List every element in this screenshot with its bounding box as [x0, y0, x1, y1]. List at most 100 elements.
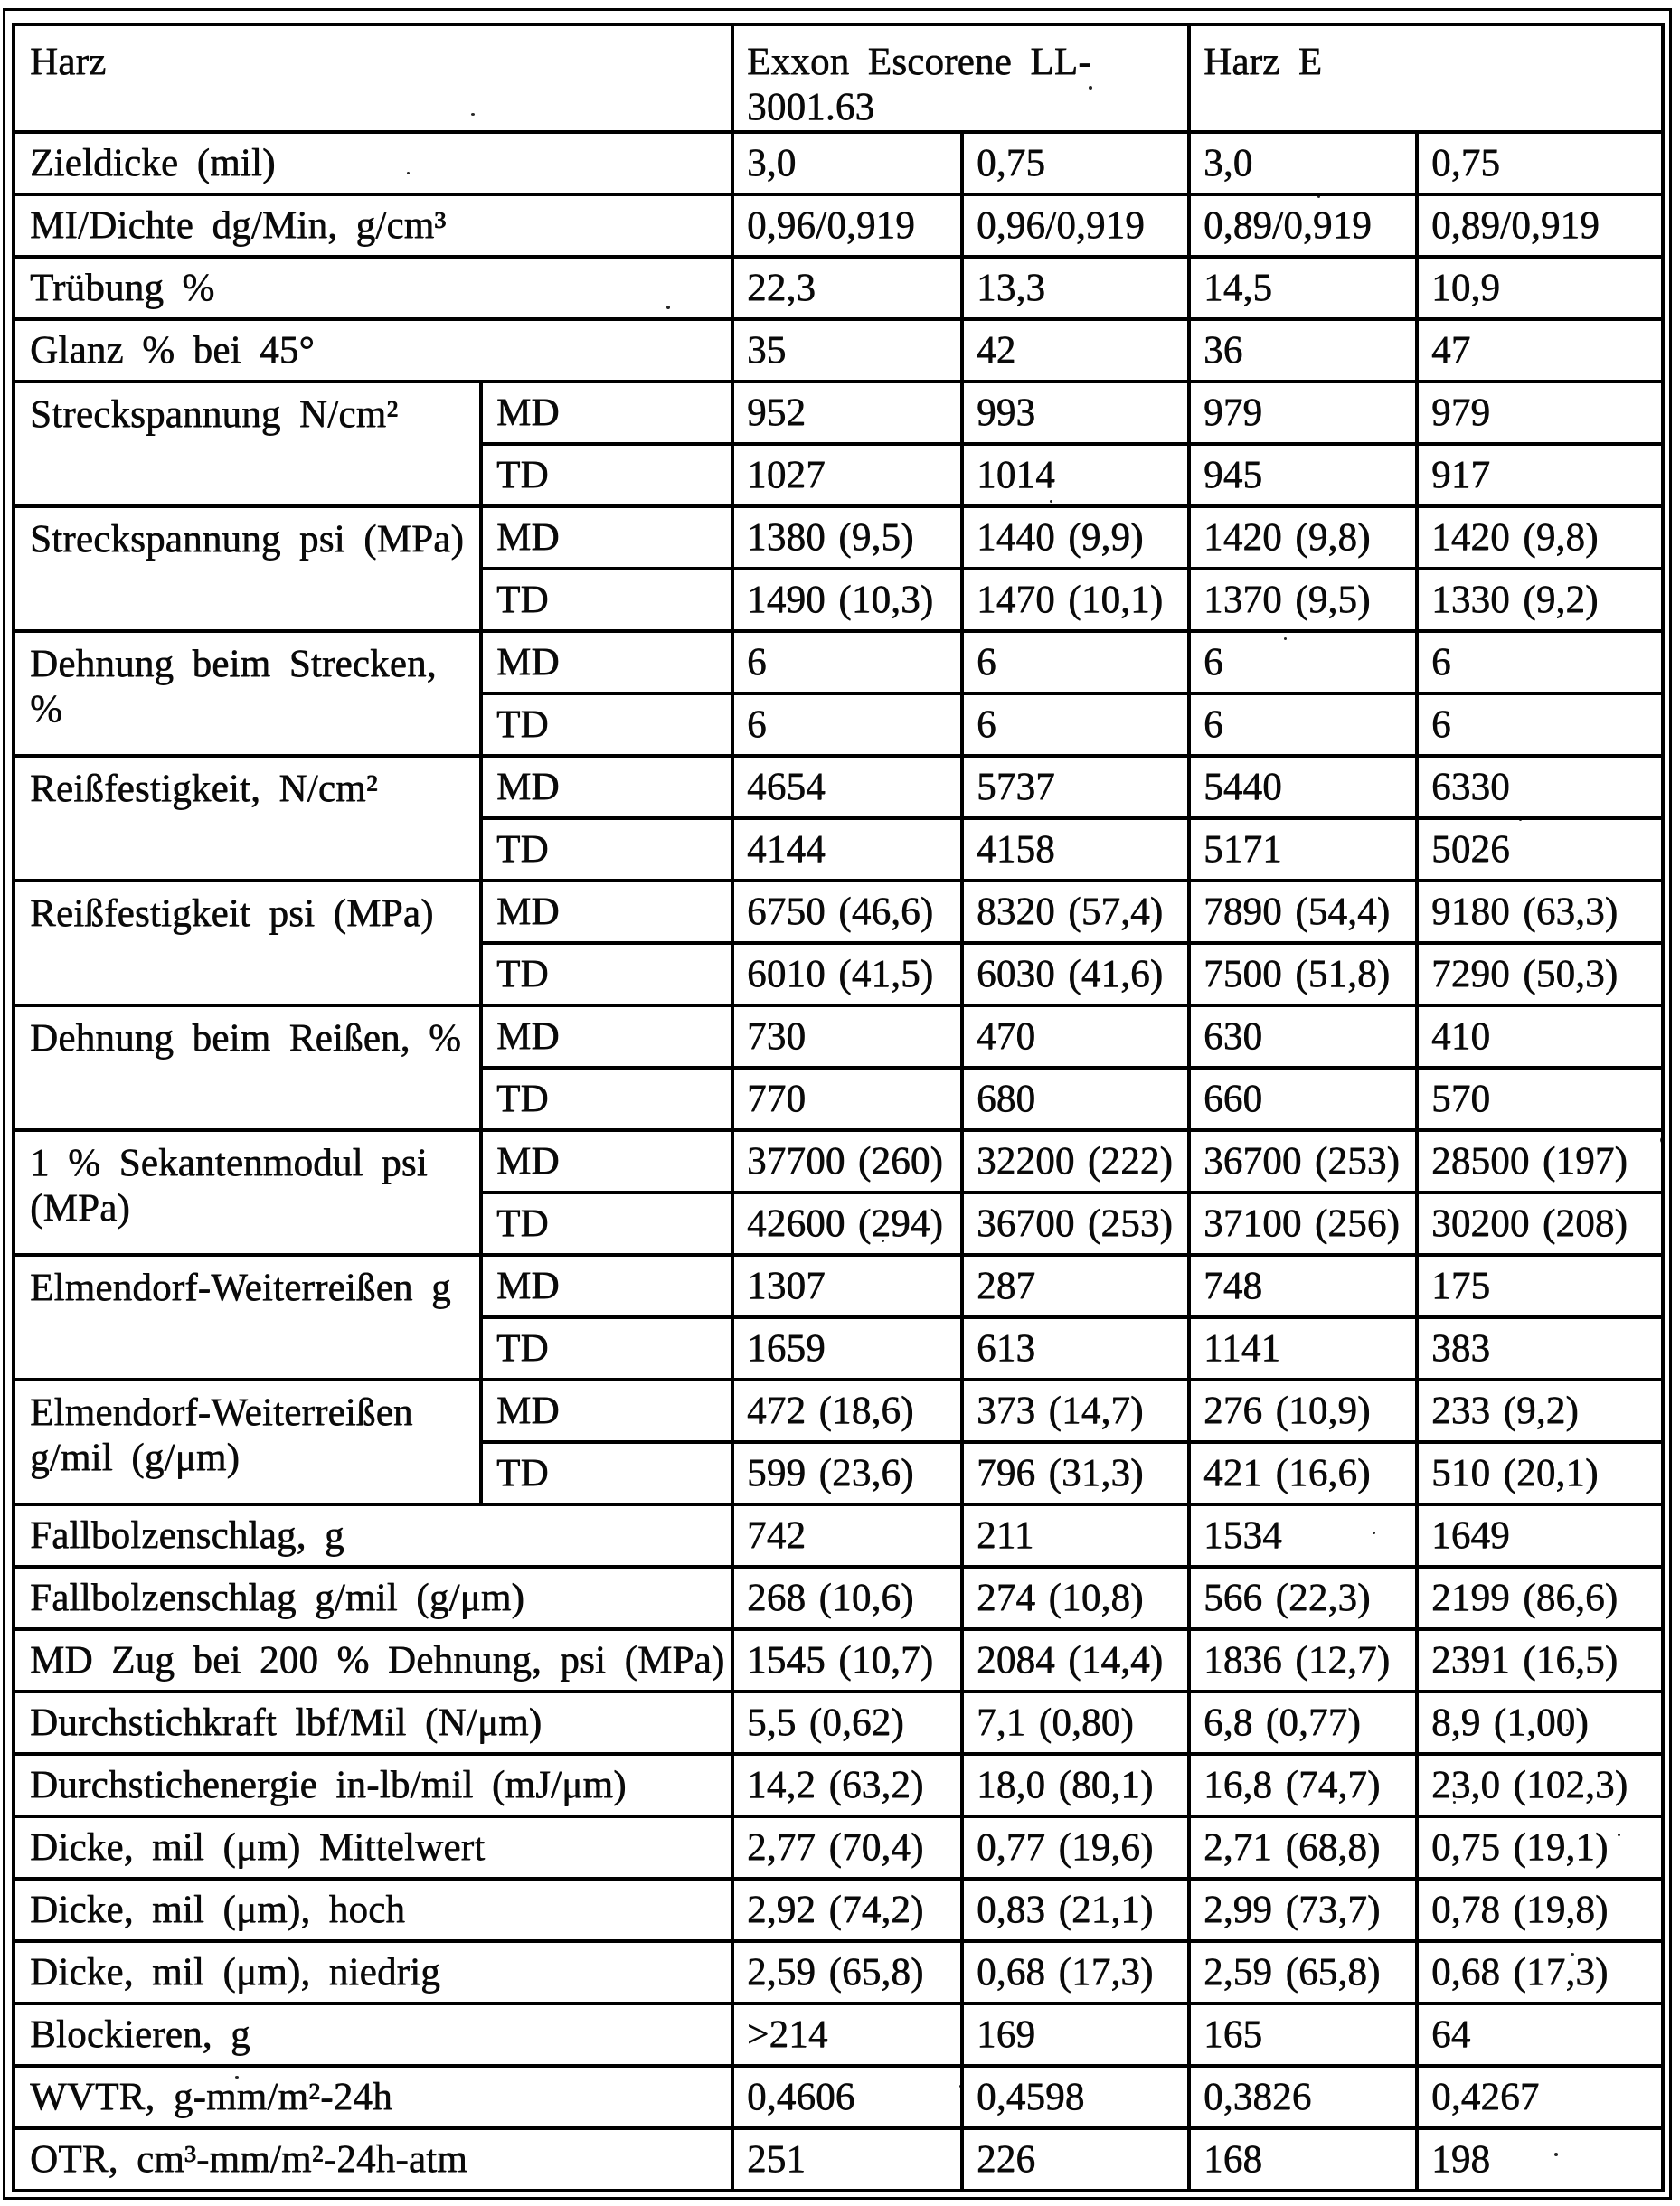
value-cell: 175 [1414, 1253, 1666, 1319]
direction-cell-md: MD [479, 1253, 734, 1319]
scan-speck [407, 172, 410, 174]
table-row-streckspannung-psi-mpa-md: Streckspannung psi (MPa) MD 1380 (9,5) 1… [12, 504, 1666, 633]
value-cell: 36700 (253) [960, 1191, 1191, 1257]
table-row-dicke-mil-um-mittelwert: Dicke, mil (μm) Mittelwert 2,77 (70,4) 0… [12, 1815, 1666, 1881]
row-label-md-zug-bei-200-dehnung-psi-mpa: MD Zug bei 200 % Dehnung, psi (MPa) [12, 1627, 734, 1693]
value-cell: 410 [1414, 1004, 1666, 1070]
direction-cell-td: TD [479, 816, 734, 882]
value-cell: 0,83 (21,1) [960, 1877, 1191, 1943]
value-cell: 42 [960, 317, 1191, 383]
scan-speck [882, 1240, 884, 1242]
table-row-elmendorf-weiterreissen-g-mil-g-um-td: TD 599 (23,6) 796 (31,3) 421 (16,6) 510 … [14, 1440, 1666, 1506]
value-cell: 9180 (63,3) [1414, 879, 1666, 945]
value-cell: 5026 [1414, 816, 1666, 882]
value-cell: 35 [731, 317, 964, 383]
value-cell: 952 [731, 380, 964, 446]
value-cell: 0,4606 [731, 2064, 964, 2130]
scan-speck [1284, 637, 1287, 640]
value-cell: 945 [1187, 442, 1419, 508]
direction-cell-td: TD [479, 567, 734, 633]
value-cell: 4654 [731, 754, 964, 820]
value-cell: 8,9 (1,00) [1414, 1690, 1666, 1756]
direction-cell-td: TD [479, 1440, 734, 1506]
direction-cell-td: TD [479, 1066, 734, 1132]
value-cell: 680 [960, 1066, 1191, 1132]
value-cell: 18,0 (80,1) [960, 1752, 1191, 1818]
value-cell: 470 [960, 1004, 1191, 1070]
value-cell: 6330 [1414, 754, 1666, 820]
scan-speck [1050, 500, 1052, 503]
value-cell: 5171 [1187, 816, 1419, 882]
value-cell: 233 (9,2) [1414, 1378, 1666, 1444]
value-cell: 2,77 (70,4) [731, 1815, 964, 1881]
value-cell: 0,4267 [1414, 2064, 1666, 2130]
table-row-streckspannung-n-cm2-td: TD 1027 1014 945 917 [14, 442, 1666, 508]
header-exxon-escorene: Exxon Escorene LL-3001.63 [731, 23, 1191, 134]
value-cell: 276 (10,9) [1187, 1378, 1419, 1444]
value-cell: 0,75 (19,1) [1414, 1815, 1666, 1881]
value-cell: 2,92 (74,2) [731, 1877, 964, 1943]
scan-speck [1373, 1532, 1375, 1534]
row-label-dehnung-beim-strecken: Dehnung beim Strecken, % [12, 629, 483, 758]
table-outer-frame [3, 8, 1672, 2200]
row-label-zieldicke-mil: Zieldicke (mil) [12, 130, 734, 196]
value-cell: 1370 (9,5) [1187, 567, 1419, 633]
direction-cell-td: TD [479, 941, 734, 1007]
value-cell: 660 [1187, 1066, 1419, 1132]
value-cell: 1027 [731, 442, 964, 508]
row-label-elmendorf-weiterreissen-g: Elmendorf-Weiterreißen g [12, 1253, 483, 1381]
value-cell: 1440 (9,9) [960, 504, 1191, 570]
direction-cell-md: MD [479, 754, 734, 820]
row-label-mi-dichte-dg-min-g-cm3: MI/Dichte dg/Min, g/cm³ [12, 193, 734, 259]
row-label-1-sekantenmodul-psi-mpa: 1 % Sekantenmodul psi (MPa) [12, 1128, 483, 1257]
value-cell: 6,8 (0,77) [1187, 1690, 1419, 1756]
value-cell: 10,9 [1414, 255, 1666, 321]
direction-cell-td: TD [479, 1315, 734, 1381]
value-cell: 770 [731, 1066, 964, 1132]
table-row-elmendorf-weiterreissen-g-td: TD 1659 613 1141 383 [14, 1315, 1666, 1381]
value-cell: 6750 (46,6) [731, 879, 964, 945]
scan-speck [1618, 1834, 1620, 1836]
table-row-otr-cm3-mm-m2-24h-atm: OTR, cm³-mm/m²-24h-atm 251 226 168 198 [12, 2126, 1666, 2192]
table-row-wvtr-g-mm-m2-24h: WVTR, g-mm/m²-24h 0,4606 0,4598 0,3826 0… [12, 2064, 1666, 2130]
value-cell: 22,3 [731, 255, 964, 321]
table-row-trubung: Trübung % 22,3 13,3 14,5 10,9 [12, 255, 1666, 321]
value-cell: 1649 [1414, 1503, 1666, 1569]
table-row-elmendorf-weiterreissen-g-mil-g-um-md: Elmendorf-Weiterreißen g/mil (g/μm) MD 4… [12, 1378, 1666, 1506]
value-cell: 6 [1414, 692, 1666, 758]
value-cell: 16,8 (74,7) [1187, 1752, 1419, 1818]
row-label-wvtr-g-mm-m2-24h: WVTR, g-mm/m²-24h [12, 2064, 734, 2130]
row-label-dicke-mil-um-hoch: Dicke, mil (μm), hoch [12, 1877, 734, 1943]
value-cell: 14,2 (63,2) [731, 1752, 964, 1818]
table-row-md-zug-bei-200-dehnung-psi-mpa: MD Zug bei 200 % Dehnung, psi (MPa) 1545… [12, 1627, 1666, 1693]
value-cell: 169 [960, 2002, 1191, 2068]
value-cell: 0,96/0,919 [731, 193, 964, 259]
scan-speck [235, 2076, 239, 2079]
value-cell: 4158 [960, 816, 1191, 882]
value-cell: 796 (31,3) [960, 1440, 1191, 1506]
value-cell: 7,1 (0,80) [960, 1690, 1191, 1756]
value-cell: 1330 (9,2) [1414, 567, 1666, 633]
table-row-dehnung-beim-strecken-md: Dehnung beim Strecken, % MD 6 6 6 6 [12, 629, 1666, 758]
value-cell: 14,5 [1187, 255, 1419, 321]
value-cell: 251 [731, 2126, 964, 2192]
value-cell: 630 [1187, 1004, 1419, 1070]
value-cell: 0,68 (17,3) [1414, 1939, 1666, 2005]
value-cell: 6 [1414, 629, 1666, 695]
table-row-dehnung-beim-strecken-td: TD 6 6 6 6 [14, 692, 1666, 758]
value-cell: 1420 (9,8) [1414, 504, 1666, 570]
value-cell: 5737 [960, 754, 1191, 820]
row-label-durchstichenergie-in-lb-mil-mj-um: Durchstichenergie in-lb/mil (mJ/μm) [12, 1752, 734, 1818]
row-label-dicke-mil-um-mittelwert: Dicke, mil (μm) Mittelwert [12, 1815, 734, 1881]
value-cell: >214 [731, 2002, 964, 2068]
value-cell: 2391 (16,5) [1414, 1627, 1666, 1693]
table-row-1-sekantenmodul-psi-mpa-md: 1 % Sekantenmodul psi (MPa) MD 37700 (26… [12, 1128, 1666, 1257]
table-row-dehnung-beim-reissen-md: Dehnung beim Reißen, % MD 730 470 630 41… [12, 1004, 1666, 1132]
scan-speck [1519, 818, 1522, 821]
value-cell: 287 [960, 1253, 1191, 1319]
row-label-blockieren-g: Blockieren, g [12, 2002, 734, 2068]
value-cell: 1014 [960, 442, 1191, 508]
value-cell: 383 [1414, 1315, 1666, 1381]
value-cell: 0,68 (17,3) [960, 1939, 1191, 2005]
